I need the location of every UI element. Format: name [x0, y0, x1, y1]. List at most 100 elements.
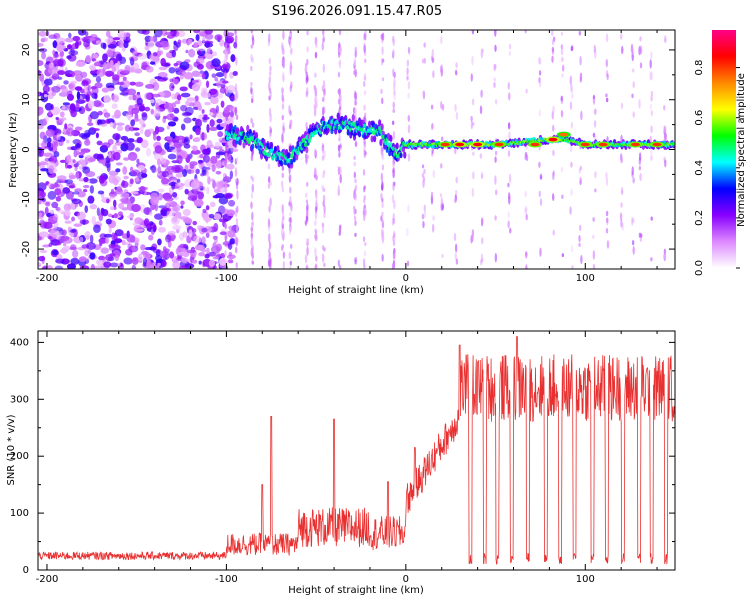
heatmap-cell: [38, 255, 46, 262]
heatmap-cell: [281, 218, 284, 225]
colorbar-label: Normalized spectral amplitude: [736, 73, 747, 227]
heatmap-cell: [471, 237, 474, 242]
heatmap-cell: [181, 257, 189, 264]
heatmap-cell: [107, 43, 117, 49]
heatmap-cell: [139, 125, 144, 135]
heatmap-cell: [508, 43, 512, 50]
y-tick-label: -20: [21, 241, 32, 257]
heatmap-cell: [117, 262, 121, 266]
heatmap-cell: [70, 244, 77, 250]
heatmap-cell: [47, 137, 52, 144]
bottom-x-axis: -200 -100 0 100: [36, 331, 658, 585]
heatmap-cell: [580, 254, 583, 265]
heatmap-cell: [561, 57, 564, 62]
heatmap-cell: [298, 141, 303, 146]
heatmap-cell: [380, 215, 383, 222]
heatmap-cell: [268, 205, 271, 213]
heatmap-cell: [570, 244, 574, 253]
heatmap-cell: [292, 156, 296, 163]
heatmap-cell: [282, 30, 285, 40]
heatmap-cell: [224, 185, 228, 192]
heatmap-cell: [281, 133, 284, 144]
heatmap-cell: [322, 173, 325, 179]
heatmap-cell: [204, 101, 211, 106]
heatmap-cell: [639, 36, 642, 42]
heatmap-cell: [423, 168, 426, 175]
heatmap-cell: [128, 126, 136, 132]
heatmap-cell: [232, 70, 238, 76]
heatmap-cell: [508, 195, 511, 205]
heatmap-cell: [53, 151, 60, 158]
heatmap-cell: [392, 218, 396, 225]
heatmap-cell: [134, 132, 140, 137]
heatmap-cell: [51, 85, 61, 93]
heatmap-cell: [114, 109, 122, 119]
heatmap-cell: [46, 141, 52, 148]
heatmap-cell: [98, 159, 106, 164]
heatmap-cell: [225, 86, 228, 94]
heatmap-cell: [94, 265, 105, 269]
heatmap-cell: [421, 58, 425, 64]
heatmap-cell: [129, 196, 135, 204]
heatmap-cell: [353, 189, 356, 200]
heatmap-cell: [38, 60, 44, 67]
heatmap-cell: [664, 35, 667, 42]
heatmap-cell: [380, 145, 383, 155]
heatmap-cell: [156, 158, 161, 166]
heatmap-cell: [561, 253, 565, 258]
heatmap-cell: [141, 112, 148, 121]
heatmap-cell: [381, 164, 385, 171]
heatmap-cell: [175, 135, 186, 141]
heatmap-cell: [193, 30, 201, 34]
heatmap-cell: [592, 132, 596, 138]
heatmap-cell: [250, 117, 253, 124]
heatmap-cell: [406, 260, 410, 267]
heatmap-cell: [322, 253, 325, 263]
heatmap-cell: [314, 210, 318, 220]
heatmap-cell: [166, 200, 172, 205]
heatmap-cell: [208, 213, 215, 219]
heatmap-cell: [381, 152, 385, 161]
heatmap-cell: [407, 204, 410, 213]
spectrogram-heatmap: [38, 30, 675, 269]
heatmap-cell: [201, 131, 205, 141]
heatmap-cell: [85, 55, 92, 63]
heatmap-cell: [305, 71, 309, 81]
heatmap-cell: [89, 234, 94, 244]
heatmap-cell: [111, 74, 120, 81]
heatmap-cell: [83, 184, 90, 189]
heatmap-cell: [214, 251, 221, 260]
heatmap-cell: [339, 46, 342, 56]
colorbar-strip: [712, 30, 736, 268]
heatmap-cell: [38, 42, 44, 47]
heatmap-cell: [472, 151, 475, 156]
heatmap-cell: [592, 250, 596, 260]
heatmap-cell: [552, 149, 555, 157]
heatmap-cell: [228, 251, 233, 257]
heatmap-cell: [100, 42, 107, 49]
x-tick-label: -100: [215, 574, 238, 585]
heatmap-cell: [173, 107, 180, 114]
heatmap-cell: [201, 236, 206, 245]
heatmap-cell: [160, 209, 168, 217]
heatmap-cell: [250, 81, 253, 87]
heatmap-cell: [578, 234, 581, 243]
heatmap-cell: [560, 48, 564, 56]
heatmap-cell: [73, 149, 78, 158]
heatmap-cell: [650, 257, 653, 262]
heatmap-cell: [193, 136, 201, 143]
heatmap-cell: [640, 233, 643, 238]
heatmap-cell: [594, 171, 597, 179]
heatmap-cell: [134, 228, 145, 232]
heatmap-cell: [170, 30, 177, 37]
heatmap-cell: [381, 253, 384, 262]
heatmap-peak-core: [559, 132, 569, 137]
heatmap-cell: [354, 178, 357, 184]
heatmap-cell: [455, 176, 458, 184]
heatmap-cell: [268, 176, 271, 184]
heatmap-cell: [281, 87, 284, 95]
heatmap-cell: [167, 230, 176, 236]
heatmap-cell: [202, 148, 210, 156]
heatmap-cell: [102, 53, 108, 62]
